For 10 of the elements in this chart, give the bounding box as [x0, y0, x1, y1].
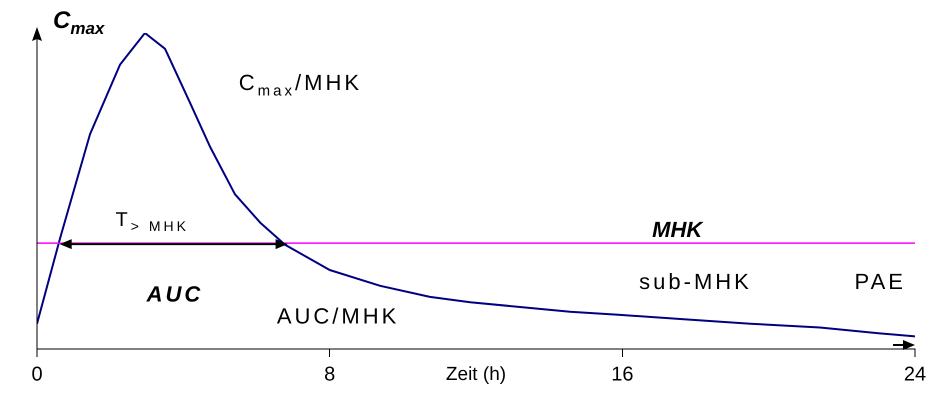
annotation: sub-MHK — [639, 268, 752, 294]
annotation: AUC/MHK — [276, 304, 400, 329]
x-tick-label: 0 — [31, 364, 43, 386]
x-tick-label: 16 — [611, 364, 634, 386]
annotation: AUC — [146, 282, 204, 307]
annotation: PAE — [854, 268, 906, 294]
x-axis-title: Zeit (h) — [446, 364, 506, 385]
ref-line-label: MHK — [652, 217, 704, 242]
x-tick-label: 24 — [904, 364, 926, 386]
x-tick-label: 8 — [324, 364, 336, 386]
